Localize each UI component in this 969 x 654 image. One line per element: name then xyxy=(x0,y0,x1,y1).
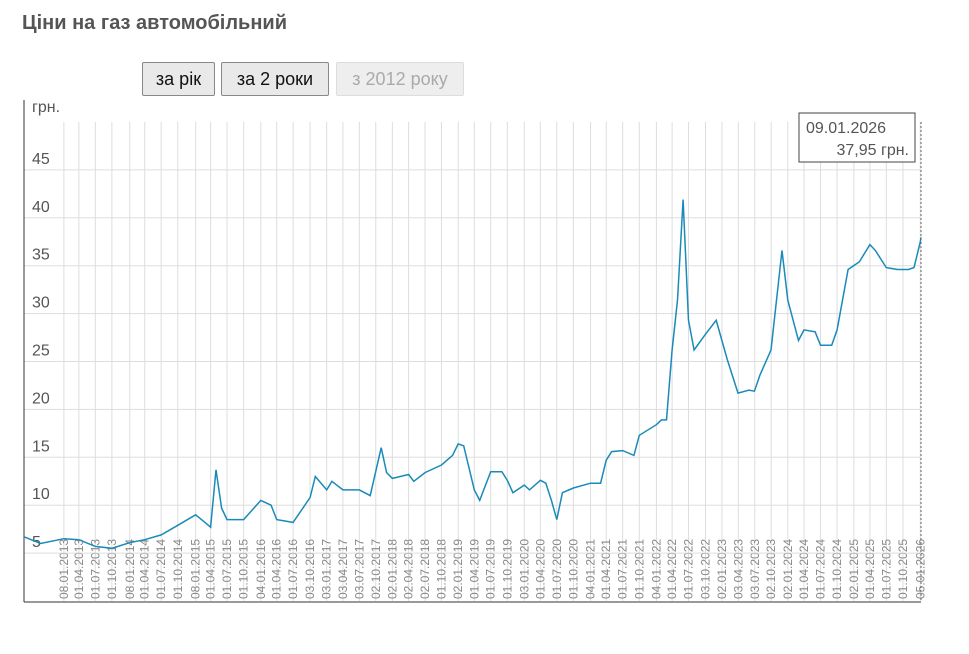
x-tick-label: 01.04.2021 xyxy=(599,539,613,599)
x-tick-label: 01.07.2021 xyxy=(616,539,630,599)
x-tick-label: 01.10.2020 xyxy=(566,539,580,599)
x-tick-label: 02.04.2018 xyxy=(402,539,416,599)
x-tick-label: 02.01.2019 xyxy=(451,539,465,599)
x-tick-label: 01.04.2024 xyxy=(797,539,811,599)
x-tick-label: 03.10.2016 xyxy=(303,539,317,599)
x-tick-label: 03.04.2023 xyxy=(731,539,745,599)
x-tick-label: 08.01.2015 xyxy=(189,539,203,599)
x-tick-label: 02.01.2024 xyxy=(781,539,795,599)
x-tick-label: 01.07.2020 xyxy=(550,539,564,599)
y-tick-label: 20 xyxy=(32,390,50,407)
x-tick-label: 04.01.2022 xyxy=(649,539,663,599)
x-tick-label: 02.01.2018 xyxy=(385,539,399,599)
x-tick-label: 01.07.2016 xyxy=(286,539,300,599)
x-tick-label: 02.10.2023 xyxy=(764,539,778,599)
x-tick-label: 01.04.2025 xyxy=(863,539,877,599)
y-tick-label: 35 xyxy=(32,247,50,264)
x-tick-label: 01.04.2020 xyxy=(533,539,547,599)
x-tick-label: 01.07.2013 xyxy=(88,539,102,599)
page-title: Ціни на газ автомобільний xyxy=(22,12,288,34)
x-tick-label: 02.01.2023 xyxy=(715,539,729,599)
x-tick-label: 03.07.2017 xyxy=(352,539,366,599)
x-tick-label: 01.10.2019 xyxy=(500,539,514,599)
tooltip-date: 09.01.2026 xyxy=(806,120,886,137)
x-tick-label: 01.04.2015 xyxy=(204,539,218,599)
y-tick-label: 45 xyxy=(32,151,50,168)
tooltip-value: 37,95 грн. xyxy=(837,142,910,159)
x-tick-label: 01.07.2022 xyxy=(682,539,696,599)
x-tick-label: 01.04.2019 xyxy=(467,539,481,599)
x-tick-label: 01.10.2021 xyxy=(632,539,646,599)
x-tick-label: 02.07.2018 xyxy=(418,539,432,599)
y-tick-label: 15 xyxy=(32,438,50,455)
y-tick-label: 30 xyxy=(32,295,50,312)
line xyxy=(23,199,922,550)
x-tick-label: 01.07.2019 xyxy=(484,539,498,599)
x-tick-label: 08.01.2013 xyxy=(57,539,71,599)
period-button[interactable]: за рік xyxy=(142,62,215,96)
x-tick-label: 08.01.2014 xyxy=(123,539,137,599)
x-tick-label: 01.07.2015 xyxy=(220,539,234,599)
x-tick-label: 01.04.2016 xyxy=(270,539,284,599)
x-tick-label: 02.10.2017 xyxy=(369,539,383,599)
x-tick-label: 01.10.2024 xyxy=(830,539,844,599)
x-tick-label: 04.01.2021 xyxy=(584,539,598,599)
y-tick-label: 25 xyxy=(32,343,50,360)
y-tick-label: 40 xyxy=(32,199,50,216)
x-tick-label: 01.04.2022 xyxy=(665,539,679,599)
period-button: з 2012 року xyxy=(336,62,464,96)
x-tick-label: 03.07.2023 xyxy=(748,539,762,599)
x-tick-label: 01.04.2014 xyxy=(138,539,152,599)
x-tick-label: 03.04.2017 xyxy=(336,539,350,599)
x-tick-label: 03.01.2017 xyxy=(320,539,334,599)
x-tick-label: 01.10.2018 xyxy=(434,539,448,599)
y-axis-label: грн. xyxy=(32,99,60,116)
tooltip-box xyxy=(798,112,916,163)
x-tick-label: 01.10.2015 xyxy=(237,539,251,599)
x-tick-label: 03.10.2022 xyxy=(699,539,713,599)
x-tick-label: 01.07.2025 xyxy=(879,539,893,599)
x-tick-label: 04.01.2016 xyxy=(254,539,268,599)
x-tick-label: 01.10.2014 xyxy=(171,539,185,599)
x-tick-label: 01.10.2013 xyxy=(105,539,119,599)
x-tick-label: 01.07.2014 xyxy=(154,539,168,599)
x-tick-label: 03.01.2020 xyxy=(517,539,531,599)
period-button[interactable]: за 2 роки xyxy=(221,62,329,96)
x-tick-label: 01.10.2025 xyxy=(896,539,910,599)
x-tick-label: 01.07.2024 xyxy=(813,539,827,599)
x-tick-label: 05.01.2026 xyxy=(913,539,927,599)
y-tick-label: 10 xyxy=(32,486,50,503)
x-tick-label: 02.01.2025 xyxy=(847,539,861,599)
x-tick-label: 01.04.2013 xyxy=(72,539,86,599)
